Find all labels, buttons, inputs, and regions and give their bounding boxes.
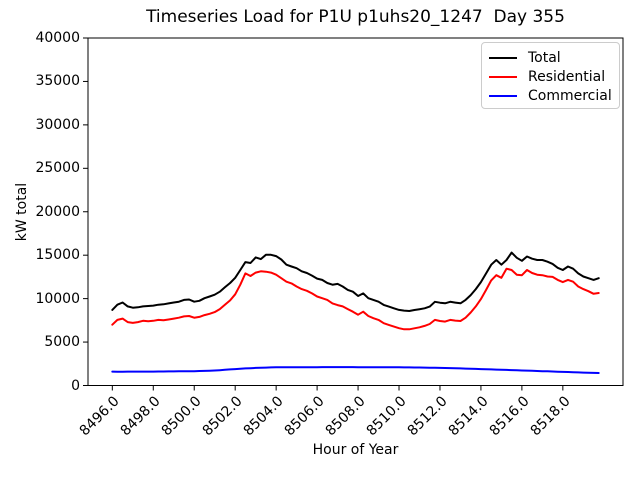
y-tick-label: 35000	[35, 73, 80, 90]
y-tick-label: 25000	[35, 160, 80, 177]
x-tick-marks	[111, 385, 564, 391]
legend: Total Residential Commercial	[481, 42, 620, 109]
legend-label-commercial: Commercial	[528, 87, 612, 104]
legend-swatch-total	[489, 56, 517, 59]
y-tick-label: 15000	[35, 247, 80, 264]
chart-title: Timeseries Load for P1U p1uhs20_1247 Day…	[146, 7, 565, 27]
legend-label-total: Total	[528, 49, 561, 66]
y-tick-label: 10000	[35, 290, 80, 307]
y-tick-marks	[83, 37, 88, 386]
legend-label-residential: Residential	[528, 68, 606, 85]
y-axis-label: kW total	[14, 182, 30, 242]
legend-swatch-residential	[489, 75, 517, 78]
series-line-commercial	[111, 366, 600, 374]
series-line-total	[111, 251, 600, 312]
y-tick-label: 20000	[35, 203, 80, 220]
legend-item-residential: Residential	[489, 67, 619, 86]
legend-swatch-commercial	[489, 94, 517, 97]
series-line-residential	[111, 267, 600, 331]
legend-item-total: Total	[489, 48, 619, 67]
y-tick-label: 30000	[35, 116, 80, 133]
x-axis-label: Hour of Year	[312, 442, 399, 458]
y-tick-label: 5000	[44, 334, 80, 351]
y-tick-label: 40000	[35, 30, 80, 46]
y-tick-label: 0	[71, 377, 80, 394]
legend-item-commercial: Commercial	[489, 86, 619, 105]
